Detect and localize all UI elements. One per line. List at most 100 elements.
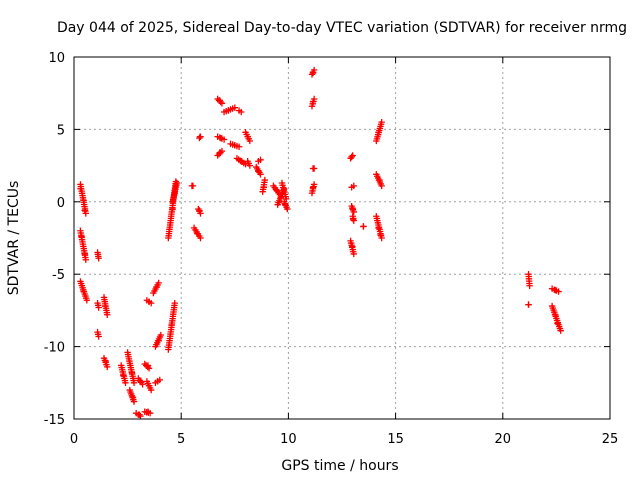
data-point <box>349 243 356 250</box>
tick-labels: 0 5 10 15 20 25 -15 -10 -5 0 5 10 <box>44 51 619 447</box>
data-point <box>196 207 203 214</box>
data-point <box>350 250 357 258</box>
data-point <box>104 363 111 371</box>
data-point <box>155 279 162 287</box>
data-point <box>153 284 160 291</box>
x-tick-label: 5 <box>177 432 185 447</box>
data-point <box>309 69 317 77</box>
y-tick-label: -5 <box>52 268 65 283</box>
data-point <box>375 129 382 136</box>
data-point <box>552 311 559 318</box>
data-point <box>216 149 223 156</box>
data-point <box>145 365 153 372</box>
data-point <box>215 150 223 158</box>
data-point <box>136 411 143 418</box>
data-point <box>102 357 109 365</box>
data-point <box>216 97 223 104</box>
data-point <box>80 288 87 295</box>
data-point <box>197 210 204 217</box>
data-point <box>95 255 102 262</box>
data-point <box>95 304 102 311</box>
data-point <box>101 302 109 310</box>
data-point <box>128 369 136 376</box>
chart-title: Day 044 of 2025, Sidereal Day-to-day VTE… <box>57 20 627 36</box>
data-point <box>144 362 152 369</box>
grid-lines <box>74 57 610 419</box>
data-point <box>377 231 384 239</box>
data-point <box>220 136 228 143</box>
data-point <box>246 162 254 169</box>
data-point <box>82 210 89 217</box>
data-point <box>277 194 285 201</box>
data-point <box>555 288 562 295</box>
data-point <box>349 215 357 223</box>
data-point <box>78 233 85 240</box>
data-point <box>77 185 84 192</box>
data-point <box>378 182 385 190</box>
data-point <box>310 165 318 172</box>
data-point <box>157 331 165 339</box>
y-axis-label: SDTVAR / TECUs <box>6 181 22 296</box>
data-point <box>144 408 152 415</box>
data-point <box>120 372 127 379</box>
data-point <box>378 234 385 242</box>
data-point <box>196 133 204 140</box>
data-point <box>378 118 385 126</box>
data-point <box>360 223 367 230</box>
data-point <box>141 360 148 368</box>
data-point <box>261 176 269 184</box>
data-point <box>244 133 251 140</box>
data-point <box>154 378 161 385</box>
data-point <box>246 137 254 145</box>
data-point <box>173 179 181 187</box>
y-tick-label: 0 <box>57 196 65 211</box>
data-point <box>171 189 178 197</box>
data-point <box>349 205 356 213</box>
data-point <box>350 182 357 190</box>
data-point <box>284 205 291 213</box>
plot-frame <box>73 56 611 420</box>
data-point <box>129 394 137 401</box>
x-tick-label: 15 <box>387 432 404 447</box>
data-point <box>255 168 262 175</box>
data-point <box>104 311 111 318</box>
data-point <box>130 379 138 386</box>
data-point <box>281 201 289 208</box>
data-point <box>194 230 201 237</box>
data-point <box>310 95 318 103</box>
y-tick-label: -10 <box>44 341 65 356</box>
x-axis-label: GPS time / hours <box>281 458 398 474</box>
axis-ticks <box>73 56 611 420</box>
data-point <box>130 398 138 405</box>
data-point <box>376 176 383 184</box>
data-point <box>526 282 533 289</box>
data-point <box>80 197 87 204</box>
data-point <box>122 379 129 386</box>
y-tick-label: 10 <box>48 51 65 66</box>
data-point <box>310 66 318 74</box>
x-tick-label: 20 <box>495 432 512 447</box>
data-point <box>169 205 176 213</box>
data-point <box>238 108 245 116</box>
data-point <box>525 301 532 308</box>
data-point <box>197 234 204 242</box>
data-point <box>217 134 225 142</box>
data-point <box>82 256 89 263</box>
data-point <box>137 412 144 420</box>
data-point <box>557 327 564 334</box>
data-points <box>77 66 564 420</box>
data-point <box>83 297 91 304</box>
data-point <box>137 378 144 385</box>
data-point <box>260 184 267 191</box>
data-point <box>81 207 88 214</box>
data-point <box>225 107 232 114</box>
y-tick-label: -15 <box>44 413 65 428</box>
data-point <box>147 386 155 394</box>
data-point <box>81 250 88 258</box>
data-point <box>552 286 559 294</box>
x-tick-label: 10 <box>280 432 297 447</box>
data-point <box>235 143 243 150</box>
data-point <box>231 142 238 149</box>
data-point <box>554 320 561 327</box>
